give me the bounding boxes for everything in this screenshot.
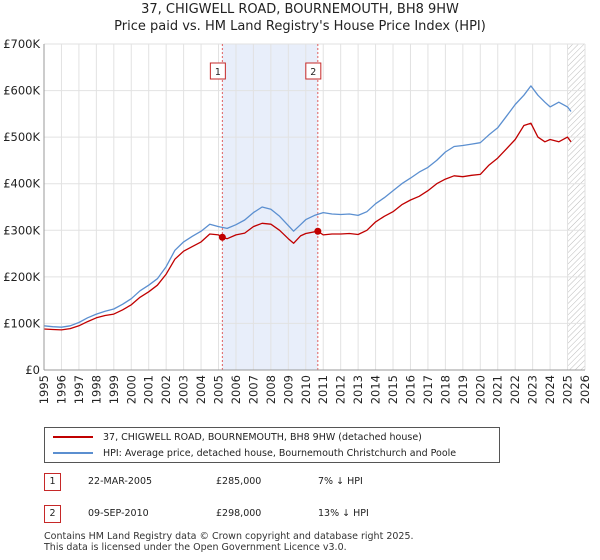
purchase-period-shade (222, 44, 318, 370)
x-tick-label: 2011 (316, 375, 330, 404)
x-tick-label: 2008 (264, 375, 278, 404)
x-tick-label: 2012 (334, 375, 348, 404)
y-tick-label: £300K (3, 223, 40, 237)
transaction-date: 22-MAR-2005 (88, 476, 153, 487)
x-tick-label: 2026 (578, 375, 592, 404)
x-tick-label: 2003 (177, 375, 191, 404)
x-tick-label: 2006 (229, 375, 243, 404)
x-tick-label: 2000 (124, 375, 138, 404)
transaction-delta: 13% ↓ HPI (318, 508, 369, 519)
price-chart: 1 2 £0 £100K £200K £300K £400K £500K £600K £700K… (3, 37, 592, 404)
x-tick-label: 2005 (212, 375, 226, 404)
x-tick-label: 1999 (107, 375, 121, 404)
sale-marker-label: 1 (215, 67, 221, 78)
x-tick-label: 2007 (246, 375, 260, 404)
x-tick-label: 1997 (72, 375, 86, 404)
property-price-line (43, 122, 572, 331)
x-tick-label: 2023 (526, 375, 540, 404)
x-tick-label: 2020 (473, 375, 487, 404)
x-tick-label: 2014 (369, 375, 383, 404)
y-tick-label: £400K (3, 177, 40, 191)
transaction-price: £298,000 (216, 508, 262, 519)
x-tick-label: 2019 (456, 375, 470, 404)
x-tick-label: 2024 (543, 375, 557, 404)
legend-label-property: 37, CHIGWELL ROAD, BOURNEMOUTH, BH8 9HW … (103, 431, 422, 443)
transaction-date: 09-SEP-2010 (88, 508, 149, 519)
chart-subtitle: Price paid vs. HM Land Registry's House … (114, 19, 486, 34)
x-tick-label: 2025 (561, 375, 575, 404)
x-tick-label: 2001 (142, 375, 156, 404)
sale-point (314, 227, 322, 235)
y-tick-label: £600K (3, 84, 40, 98)
x-tick-label: 2022 (508, 375, 522, 404)
x-tick-label: 1995 (37, 375, 51, 404)
legend-swatch-hpi (53, 452, 93, 454)
transaction-delta: 7% ↓ HPI (318, 476, 363, 487)
legend-item-hpi: HPI: Average price, detached house, Bour… (53, 446, 456, 460)
x-tick-label: 2021 (491, 375, 505, 404)
transaction-badge: 2 (44, 505, 61, 523)
x-tick-label: 1998 (89, 375, 103, 404)
legend: 37, CHIGWELL ROAD, BOURNEMOUTH, BH8 9HW … (44, 427, 500, 463)
sale-point (218, 233, 226, 241)
transaction-price: £285,000 (216, 476, 262, 487)
x-tick-label: 2015 (386, 375, 400, 404)
footer-copyright: Contains HM Land Registry data © Crown c… (44, 531, 414, 542)
x-tick-label: 2004 (194, 375, 208, 404)
x-tick-label: 2010 (299, 375, 313, 404)
legend-label-hpi: HPI: Average price, detached house, Bour… (103, 447, 457, 459)
legend-item-property: 37, CHIGWELL ROAD, BOURNEMOUTH, BH8 9HW … (53, 430, 422, 444)
y-tick-label: £700K (3, 37, 40, 51)
transaction-row: 2 09-SEP-2010 £298,000 13% ↓ HPI (44, 505, 524, 523)
sale-marker-box (209, 62, 226, 80)
footer-license: This data is licensed under the Open Gov… (44, 542, 347, 553)
x-tick-label: 2016 (403, 375, 417, 404)
sale-marker-box (305, 62, 322, 80)
transaction-badge: 1 (44, 473, 61, 491)
x-tick-label: 2018 (438, 375, 452, 404)
hpi-line (43, 85, 572, 328)
x-tick-label: 2017 (421, 375, 435, 404)
y-tick-label: £200K (3, 270, 40, 284)
x-tick-label: 2013 (351, 375, 365, 404)
x-tick-label: 2009 (281, 375, 295, 404)
chart-title: 37, CHIGWELL ROAD, BOURNEMOUTH, BH8 9HW (141, 2, 459, 17)
y-tick-label: £0 (25, 363, 40, 377)
forecast-hatch (567, 44, 585, 370)
y-tick-label: £100K (3, 316, 40, 330)
transaction-row: 1 22-MAR-2005 £285,000 7% ↓ HPI (44, 473, 524, 491)
sale-marker-label: 2 (310, 67, 316, 78)
x-tick-label: 1996 (54, 375, 68, 404)
y-tick-label: £500K (3, 130, 40, 144)
legend-swatch-property (53, 436, 93, 438)
x-tick-label: 2002 (159, 375, 173, 404)
